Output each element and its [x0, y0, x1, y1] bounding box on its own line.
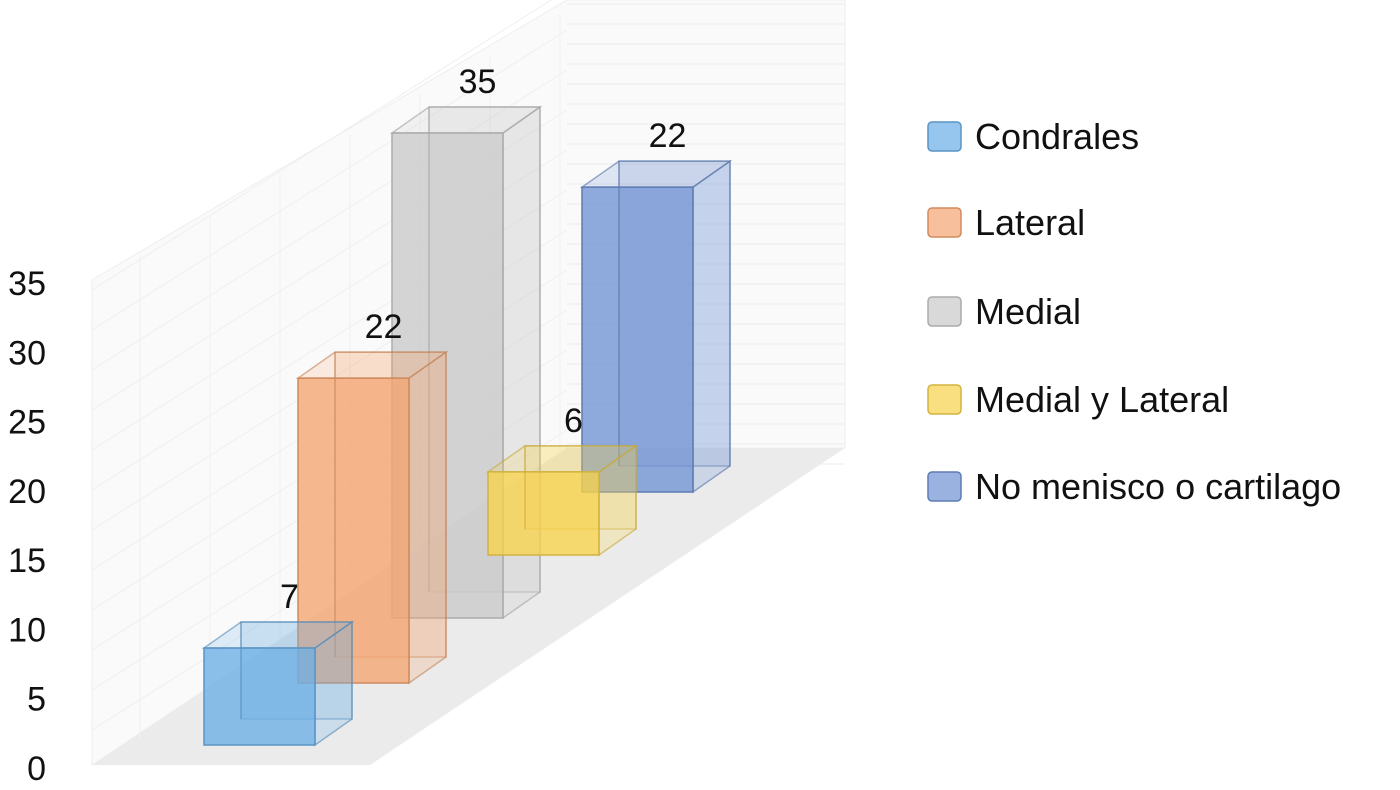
y-tick-label: 25: [8, 404, 46, 442]
bar-side-face: [408, 350, 447, 685]
bar-front-face: [297, 377, 410, 684]
legend-item: Medial y Lateral: [927, 379, 1229, 420]
legend-item: Lateral: [927, 202, 1085, 243]
data-label: 22: [365, 308, 403, 346]
legend-label: Lateral: [975, 202, 1085, 243]
bar: [201, 620, 355, 747]
legend-swatch: [927, 296, 962, 327]
y-tick-label: 20: [8, 473, 46, 511]
legend-item: Medial: [927, 291, 1081, 332]
legend-swatch: [927, 471, 962, 502]
data-label: 22: [649, 117, 687, 155]
bar: [579, 159, 733, 494]
legend-label: Medial: [975, 291, 1081, 332]
bar-front-face: [203, 647, 316, 746]
legend: Condrales Lateral Medial Medial y Lateral No…: [927, 116, 1341, 507]
wall-gridline: [91, 69, 568, 371]
y-tick-label: 0: [27, 750, 46, 788]
y-tick-label: 15: [8, 542, 46, 580]
y-tick-label: 30: [8, 334, 46, 372]
bar-front-face: [391, 132, 504, 619]
data-label: 6: [564, 402, 583, 440]
bar: [485, 444, 639, 557]
bars: [201, 105, 733, 747]
bar-front-face: [487, 471, 600, 556]
legend-label: Condrales: [975, 116, 1139, 157]
bar: [389, 105, 543, 620]
wall-gridline: [91, 0, 553, 291]
legend-label: No menisco o cartilago: [975, 466, 1341, 507]
y-tick-label: 10: [8, 611, 46, 649]
legend-label: Medial y Lateral: [975, 379, 1229, 420]
legend-swatch: [927, 384, 962, 415]
data-label: 35: [459, 63, 497, 101]
data-labels: 35 22 22 6 7: [280, 63, 686, 616]
legend-swatch: [927, 207, 962, 238]
wall-gridline: [91, 29, 568, 331]
legend-item: Condrales: [927, 116, 1139, 157]
bar-front-face: [581, 186, 694, 493]
y-axis: 0 5 10 15 20 25 30 35: [8, 265, 46, 788]
y-tick-label: 35: [8, 265, 46, 303]
legend-swatch: [927, 121, 962, 152]
legend-item: No menisco o cartilago: [927, 466, 1341, 507]
bar-side-face: [692, 159, 731, 494]
data-label: 7: [280, 578, 299, 616]
y-tick-label: 5: [27, 681, 46, 719]
bar: [295, 350, 449, 685]
